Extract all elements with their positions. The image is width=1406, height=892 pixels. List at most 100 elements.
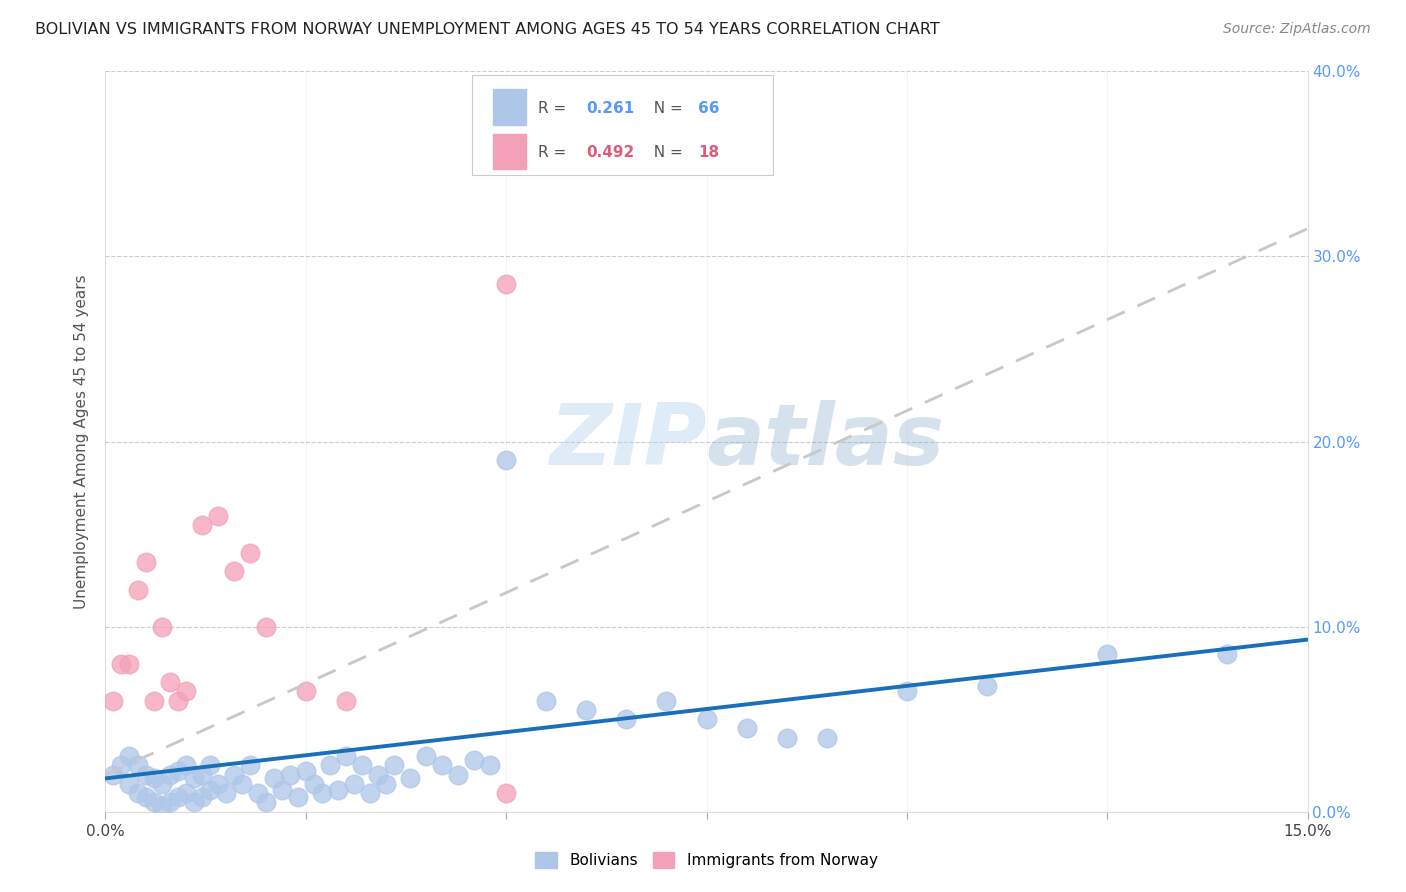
Point xyxy=(776,731,799,745)
Point xyxy=(1216,648,1239,662)
Point xyxy=(150,777,173,791)
Point xyxy=(135,789,157,804)
Point xyxy=(159,675,181,690)
Point xyxy=(359,786,381,800)
Point xyxy=(127,786,149,800)
Point xyxy=(374,777,398,791)
Point xyxy=(534,694,557,708)
Point xyxy=(166,694,188,708)
Point xyxy=(118,657,141,671)
Point xyxy=(127,758,149,772)
Point xyxy=(463,753,485,767)
Point xyxy=(207,777,229,791)
Text: BOLIVIAN VS IMMIGRANTS FROM NORWAY UNEMPLOYMENT AMONG AGES 45 TO 54 YEARS CORREL: BOLIVIAN VS IMMIGRANTS FROM NORWAY UNEMP… xyxy=(35,22,939,37)
Point xyxy=(174,684,197,698)
Point xyxy=(335,749,357,764)
Point xyxy=(575,703,598,717)
Text: atlas: atlas xyxy=(707,400,945,483)
Point xyxy=(174,786,197,800)
Legend: Bolivians, Immigrants from Norway: Bolivians, Immigrants from Norway xyxy=(529,847,884,874)
Point xyxy=(110,758,132,772)
Point xyxy=(127,582,149,597)
Point xyxy=(150,619,173,633)
Point xyxy=(190,517,212,532)
Point xyxy=(103,767,125,781)
Point xyxy=(222,767,245,781)
Point xyxy=(207,508,229,523)
Point xyxy=(1097,648,1119,662)
Point xyxy=(495,277,517,292)
Point xyxy=(655,694,678,708)
Point xyxy=(616,712,638,726)
Point xyxy=(150,799,173,814)
Point xyxy=(287,789,309,804)
Point xyxy=(222,564,245,578)
Point xyxy=(239,758,262,772)
Point xyxy=(479,758,502,772)
Point xyxy=(190,767,212,781)
Point xyxy=(183,772,205,786)
Point xyxy=(118,777,141,791)
Text: 66: 66 xyxy=(699,101,720,116)
Point xyxy=(198,758,221,772)
Point xyxy=(735,722,758,736)
Text: ZIP: ZIP xyxy=(548,400,707,483)
Point xyxy=(214,786,236,800)
Point xyxy=(239,545,262,560)
Text: Source: ZipAtlas.com: Source: ZipAtlas.com xyxy=(1223,22,1371,37)
Text: R =: R = xyxy=(538,145,571,161)
Point xyxy=(278,767,301,781)
Point xyxy=(190,789,212,804)
Point xyxy=(166,789,188,804)
Point xyxy=(896,684,918,698)
Point xyxy=(399,772,422,786)
Point xyxy=(270,782,292,797)
Text: R =: R = xyxy=(538,101,571,116)
Point xyxy=(495,453,517,467)
Point xyxy=(976,679,998,693)
Point xyxy=(382,758,405,772)
Point xyxy=(159,767,181,781)
Point xyxy=(135,555,157,569)
Point xyxy=(198,782,221,797)
Point xyxy=(415,749,437,764)
Point xyxy=(295,764,318,778)
Point xyxy=(118,749,141,764)
Y-axis label: Unemployment Among Ages 45 to 54 years: Unemployment Among Ages 45 to 54 years xyxy=(75,274,90,609)
Point xyxy=(142,772,165,786)
Point xyxy=(254,619,277,633)
Point xyxy=(142,796,165,810)
Point xyxy=(142,694,165,708)
Point xyxy=(343,777,366,791)
Point xyxy=(367,767,389,781)
Point xyxy=(295,684,318,698)
Point xyxy=(350,758,373,772)
Point xyxy=(263,772,285,786)
Point xyxy=(326,782,349,797)
Point xyxy=(110,657,132,671)
Text: N =: N = xyxy=(644,145,688,161)
Point xyxy=(254,796,277,810)
Point xyxy=(815,731,838,745)
Point xyxy=(174,758,197,772)
Point xyxy=(335,694,357,708)
Point xyxy=(246,786,269,800)
FancyBboxPatch shape xyxy=(492,134,526,169)
Point xyxy=(159,796,181,810)
Point xyxy=(430,758,453,772)
Text: 0.492: 0.492 xyxy=(586,145,634,161)
Point xyxy=(135,767,157,781)
Point xyxy=(231,777,253,791)
Point xyxy=(495,786,517,800)
Point xyxy=(166,764,188,778)
Text: 18: 18 xyxy=(699,145,720,161)
Point xyxy=(319,758,342,772)
Point xyxy=(311,786,333,800)
Text: 0.261: 0.261 xyxy=(586,101,634,116)
FancyBboxPatch shape xyxy=(492,89,526,125)
FancyBboxPatch shape xyxy=(472,75,773,175)
Point xyxy=(183,796,205,810)
Point xyxy=(696,712,718,726)
Point xyxy=(103,694,125,708)
Point xyxy=(302,777,325,791)
